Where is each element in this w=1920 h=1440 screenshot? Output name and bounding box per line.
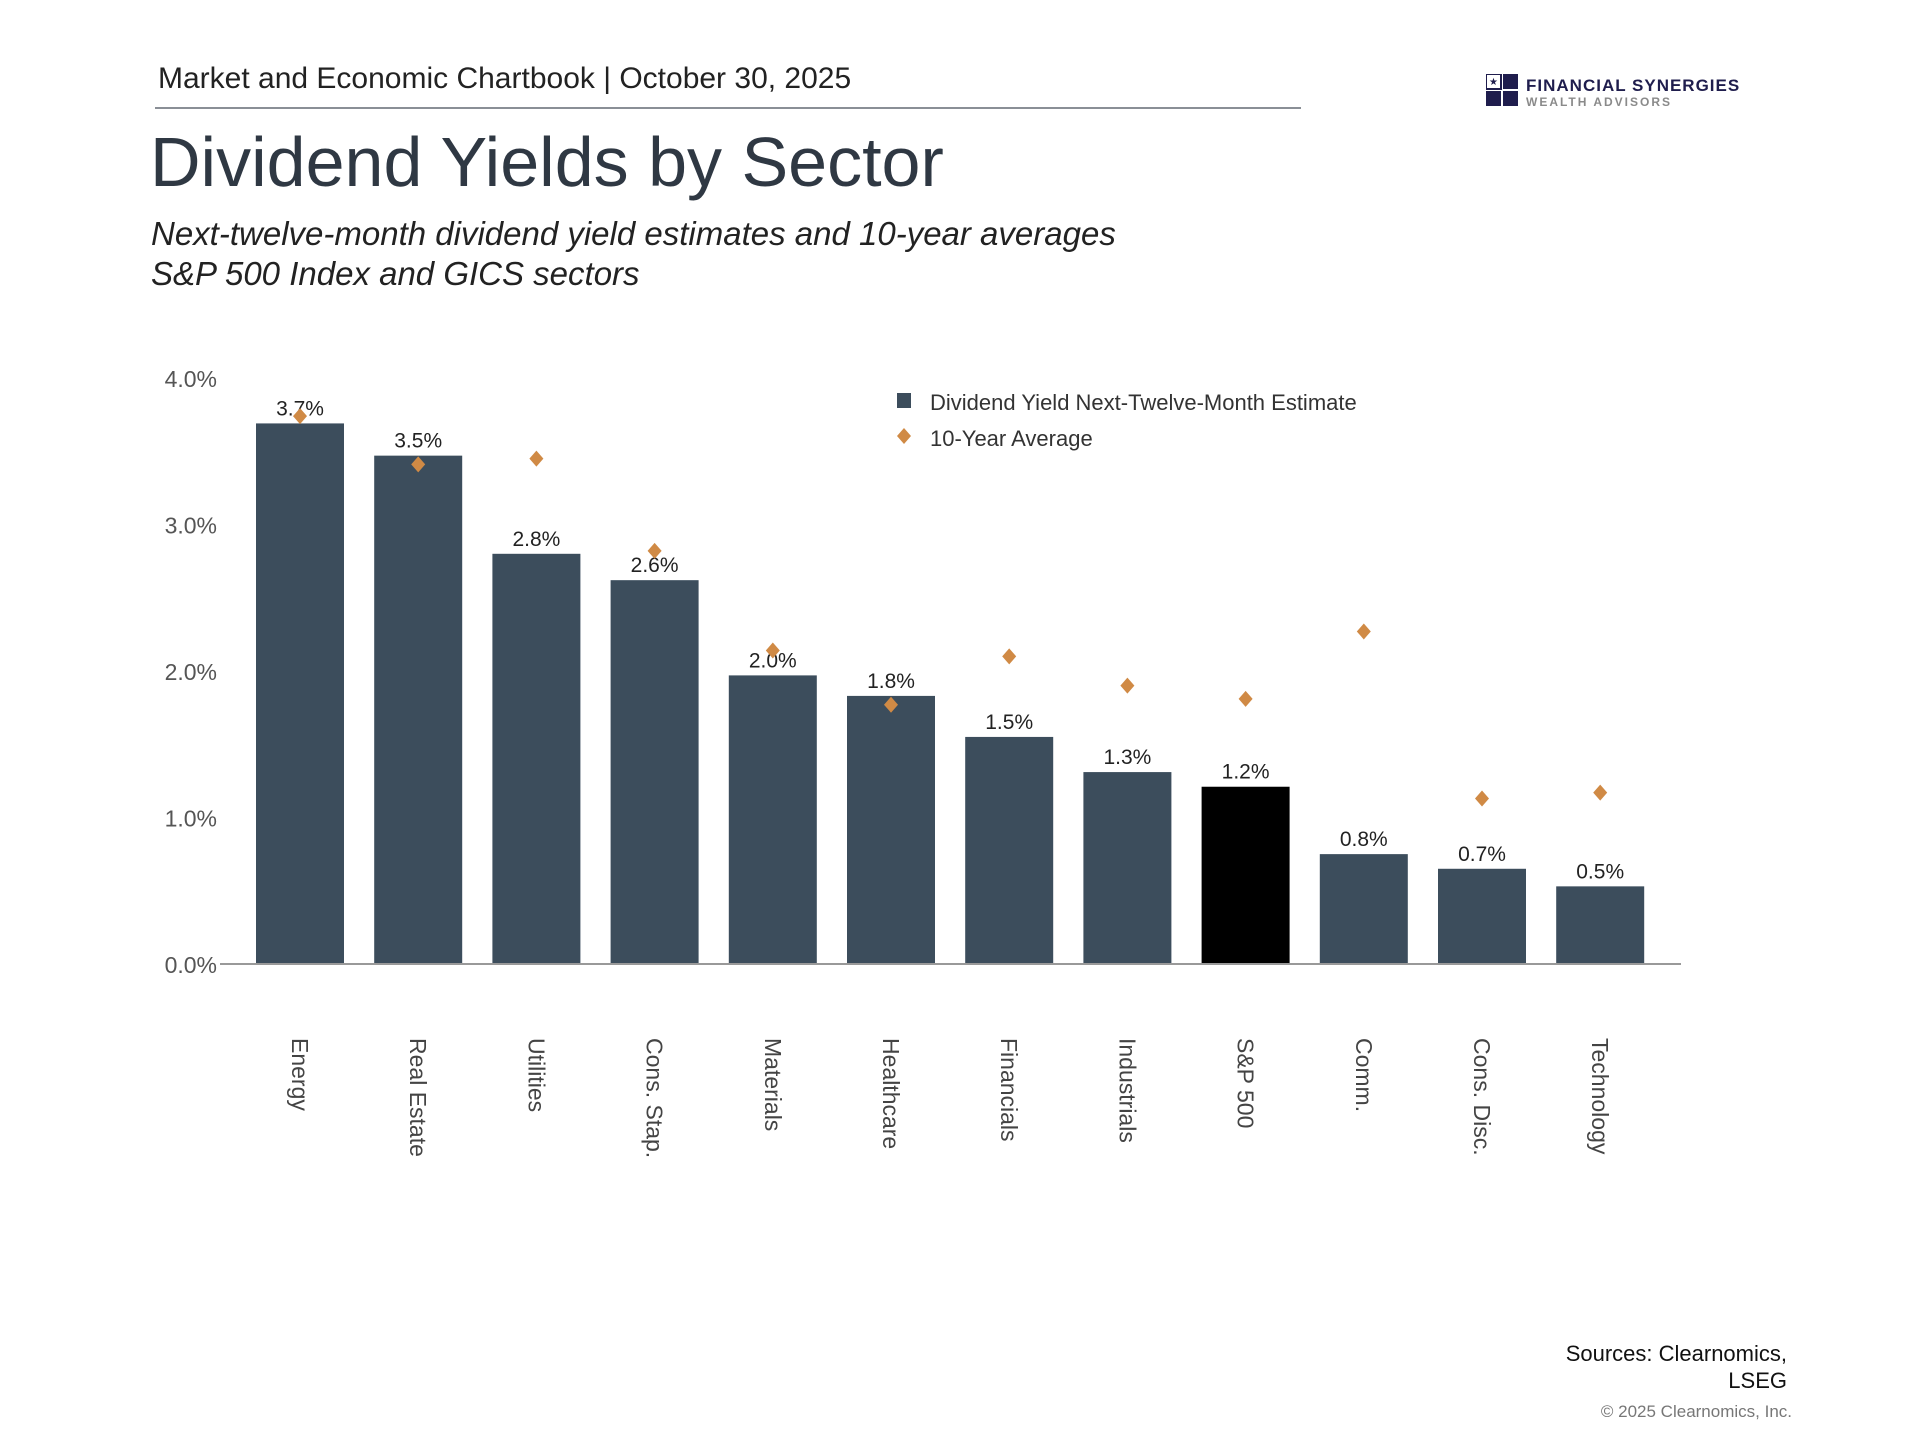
average-diamond [884, 696, 898, 713]
sources-line-1: Sources: Clearnomics, [1565, 1341, 1787, 1366]
bar-data-label: 1.5% [985, 711, 1033, 734]
bar-data-label: 1.3% [1103, 746, 1151, 769]
y-tick-label: 1.0% [165, 806, 217, 832]
bar-data-label: 3.5% [394, 430, 442, 453]
legend-label-estimate: Dividend Yield Next-Twelve-Month Estimat… [930, 390, 1357, 415]
bar [1083, 772, 1172, 964]
bar-data-label: 1.2% [1222, 761, 1270, 784]
bar [1438, 868, 1526, 964]
copyright: © 2025 Clearnomics, Inc. [1600, 1402, 1792, 1421]
chartbook-header: Market and Economic Chartbook | October … [158, 62, 852, 95]
x-category-label: Cons. Disc. [1469, 1038, 1495, 1156]
average-diamond [411, 456, 426, 473]
x-category-label: S&P 500 [1233, 1038, 1259, 1128]
bar [1556, 886, 1645, 964]
x-category-label: Materials [760, 1038, 786, 1131]
bar [256, 423, 344, 964]
svg-text:★: ★ [1489, 77, 1498, 88]
x-category-label: Financials [996, 1038, 1022, 1142]
y-tick-label: 2.0% [165, 659, 217, 685]
average-diamond [1120, 677, 1135, 694]
bar-data-label: 3.7% [276, 397, 324, 420]
bar-data-label: 2.0% [749, 649, 797, 672]
legend-bar-swatch [897, 393, 911, 408]
bar [610, 580, 699, 964]
logo-name: FINANCIAL SYNERGIES [1526, 76, 1740, 95]
subtitle-line-2: S&P 500 Index and GICS sectors [151, 255, 640, 292]
x-category-label: Comm. [1351, 1038, 1377, 1112]
average-diamond [1238, 690, 1253, 707]
bar-data-label: 1.8% [867, 670, 915, 693]
company-logo: ★ FINANCIAL SYNERGIES WEALTH ADVISORS [1485, 73, 1776, 115]
average-diamond [647, 542, 662, 559]
bar [1201, 786, 1290, 964]
x-category-label: Technology [1587, 1038, 1613, 1155]
average-diamond [529, 450, 544, 467]
average-diamond [765, 642, 780, 659]
average-diamond [293, 408, 307, 425]
legend-diamond-swatch [897, 428, 911, 444]
bar-data-label: 0.7% [1458, 843, 1506, 866]
bar [1319, 854, 1408, 964]
y-tick-label: 0.0% [165, 952, 217, 978]
x-category-label: Industrials [1114, 1038, 1140, 1143]
bar [965, 736, 1054, 964]
sources-note: Sources: Clearnomics, LSEG [1566, 1340, 1787, 1394]
logo-mark-icon: ★ [1485, 73, 1518, 106]
logo-tagline: WEALTH ADVISORS [1526, 95, 1672, 109]
x-category-label: Cons. Stap. [642, 1038, 668, 1158]
sources-line-2: LSEG [1728, 1368, 1787, 1393]
average-diamond [1356, 623, 1371, 640]
bar-data-label: 0.5% [1576, 860, 1624, 883]
y-tick-label: 4.0% [165, 366, 217, 392]
x-category-label: Utilities [523, 1038, 549, 1112]
x-category-label: Energy [287, 1038, 313, 1111]
header-divider [155, 107, 1301, 109]
bar [492, 553, 581, 964]
average-diamond [1475, 790, 1489, 807]
bar [374, 455, 463, 964]
y-tick-label: 3.0% [165, 513, 217, 539]
average-diamond [1593, 784, 1608, 801]
bar [728, 675, 817, 964]
x-category-label: Healthcare [878, 1038, 904, 1149]
page-title: Dividend Yields by Sector [150, 123, 944, 201]
legend-label-average: 10-Year Average [930, 426, 1093, 451]
bar-data-label: 0.8% [1340, 828, 1388, 851]
bar-data-label: 2.6% [631, 554, 679, 577]
subtitle-line-1: Next-twelve-month dividend yield estimat… [151, 215, 1116, 252]
bar [847, 695, 935, 964]
x-category-label: Real Estate [405, 1038, 431, 1157]
bar-data-label: 2.8% [512, 528, 560, 551]
average-diamond [1002, 648, 1017, 665]
